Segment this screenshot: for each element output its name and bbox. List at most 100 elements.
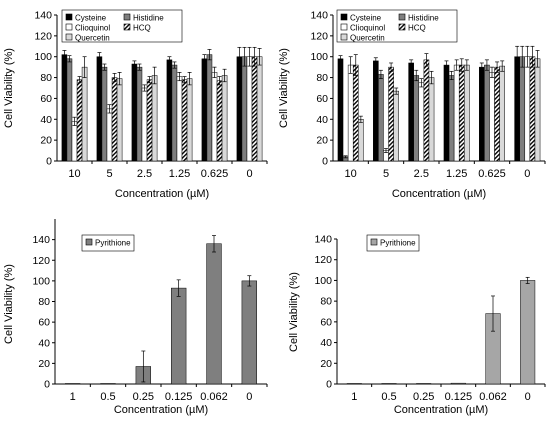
- y-tick-label: 0: [326, 379, 332, 391]
- bar-hcq-1.25: [458, 64, 465, 162]
- bar-pyrithione-1: [64, 383, 81, 385]
- legend: Pyrithione: [81, 234, 135, 252]
- chart-panel-3: 0 20 40 60 80 100 120 140 Cell Viability (%) 1 0.5…: [0, 212, 275, 425]
- legend-box: [366, 234, 420, 252]
- bar-quercetin-0.625: [499, 65, 505, 162]
- bar-histidine-10: [66, 58, 73, 162]
- bar-clioquinol-1.25: [176, 76, 183, 162]
- y-tick-label: 140: [32, 234, 50, 246]
- y-tick-label: 120: [310, 30, 328, 42]
- chart-panel-1: 0 20 40 60 80 100 120 140 Cell Viability (%) 10 5 2…: [0, 0, 275, 212]
- bar-quercetin-0: [534, 58, 541, 162]
- legend-swatch-cysteine: [340, 13, 348, 21]
- bar-quercetin-0: [256, 56, 263, 162]
- x-tick-label: 1.25: [446, 168, 467, 180]
- bar-quercetin-1.25: [186, 78, 193, 162]
- bar-cysteine-1.25: [166, 59, 173, 162]
- y-tick-label: 60: [38, 317, 50, 329]
- legend-label-cysteine: Cysteine: [75, 14, 107, 23]
- y-tick-label: 140: [310, 10, 328, 22]
- legend-label-pyrithione: Pyrithione: [95, 239, 131, 248]
- legend-swatch-pyrithione: [85, 238, 93, 246]
- bar-histidine-5: [101, 66, 108, 162]
- bar-quercetin-5: [116, 78, 123, 162]
- y-tick-label: 140: [34, 10, 52, 22]
- y-tick-label: 20: [316, 135, 328, 147]
- x-axis-label: Concentration (µM): [392, 188, 486, 200]
- legend-label-pyrithione: Pyrithione: [380, 239, 416, 248]
- bar-hcq-5: [111, 77, 118, 162]
- legend-box: [61, 9, 183, 43]
- chart-panel-2: 0 20 40 60 80 100 120 140 Cell Viability (%) 10 5 2…: [275, 0, 550, 212]
- legend-swatch-hcq: [123, 23, 131, 31]
- x-tick-label: 0: [246, 391, 252, 403]
- bar-hcq-1.25: [181, 79, 188, 162]
- y-tick-label: 20: [320, 358, 332, 370]
- bar-histidine-5: [378, 74, 384, 162]
- legend-swatch-quercetin: [340, 33, 348, 41]
- x-tick-label: 0: [524, 168, 530, 180]
- bar-quercetin-5: [393, 90, 399, 162]
- x-tick-label: 10: [345, 168, 357, 180]
- bar-clioquinol-5: [106, 108, 113, 162]
- bar-histidine-1.25: [448, 75, 455, 162]
- bar-hcq-2.5: [423, 59, 430, 162]
- legend-label-hcq: HCQ: [408, 24, 426, 33]
- bar-pyrithione-0.125: [170, 287, 187, 385]
- bar-quercetin-1.25: [464, 64, 470, 162]
- legend-label-clioquinol: Clioquinol: [75, 24, 110, 33]
- bar-cysteine-1.25: [443, 64, 450, 162]
- y-tick-label: 100: [34, 51, 52, 63]
- bar-pyrithione-0.25: [416, 383, 432, 385]
- y-axis-label: Cell Viability (%): [288, 272, 300, 352]
- y-tick-label: 100: [32, 275, 50, 287]
- bar-clioquinol-2.5: [141, 87, 148, 162]
- legend-swatch-histidine: [398, 13, 406, 21]
- legend-swatch-cysteine: [65, 13, 73, 21]
- y-tick-label: 80: [316, 72, 328, 84]
- x-axis-label: Concentration (µM): [394, 404, 488, 416]
- bar-histidine-1.25: [171, 64, 178, 162]
- bar-clioquinol-0.625: [211, 72, 218, 162]
- y-tick-label: 40: [38, 337, 50, 349]
- y-tick-label: 0: [46, 156, 52, 168]
- x-tick-label: 10: [68, 168, 80, 180]
- y-tick-label: 60: [320, 316, 332, 328]
- legend-box: [81, 234, 135, 252]
- chart-svg-1: 0 20 40 60 80 100 120 140 Cell Viability (%) 10 5 2…: [3, 9, 268, 200]
- bar-quercetin-10: [81, 66, 88, 162]
- x-tick-label: 0: [246, 168, 252, 180]
- y-tick-label: 80: [40, 72, 52, 84]
- y-tick-label: 80: [320, 296, 332, 308]
- y-axis-label: Cell Viability (%): [278, 48, 290, 128]
- x-tick-label: 0.25: [413, 391, 434, 403]
- bar-cysteine-2.5: [408, 62, 414, 162]
- x-tick-label: 0.062: [479, 391, 507, 403]
- x-tick-label: 2.5: [414, 168, 429, 180]
- x-tick-label: 0.625: [478, 168, 506, 180]
- y-tick-label: 0: [44, 379, 50, 391]
- x-tick-label: 0.625: [201, 168, 229, 180]
- bar-histidine-0: [241, 56, 248, 162]
- bar-cysteine-10: [61, 54, 68, 162]
- legend-swatch-hcq: [398, 23, 406, 31]
- bar-cysteine-0: [514, 56, 520, 162]
- y-tick-label: 20: [38, 358, 50, 370]
- bar-cysteine-0.625: [479, 66, 485, 162]
- y-axis-label: Cell Viability (%): [3, 48, 15, 128]
- bar-hcq-2.5: [146, 79, 153, 162]
- x-axis-label: Concentration (µM): [115, 188, 209, 200]
- legend-label-hcq: HCQ: [133, 24, 151, 33]
- legend-swatch-pyrithione: [370, 238, 378, 246]
- bar-cysteine-10: [337, 58, 344, 162]
- y-tick-label: 40: [40, 114, 52, 126]
- bar-histidine-0.625: [484, 64, 490, 162]
- x-tick-label: 0: [525, 391, 531, 403]
- chart-svg-4: 0 20 40 60 80 100 120 140 Cell Viability (%) 1 0.5…: [288, 234, 546, 416]
- bar-cysteine-2.5: [131, 63, 138, 162]
- bar-pyrithione-0.062: [206, 243, 222, 385]
- bar-cysteine-0: [236, 56, 243, 162]
- y-tick-label: 100: [310, 51, 328, 63]
- x-tick-label: 0.125: [445, 391, 473, 403]
- bar-clioquinol-10: [71, 121, 78, 162]
